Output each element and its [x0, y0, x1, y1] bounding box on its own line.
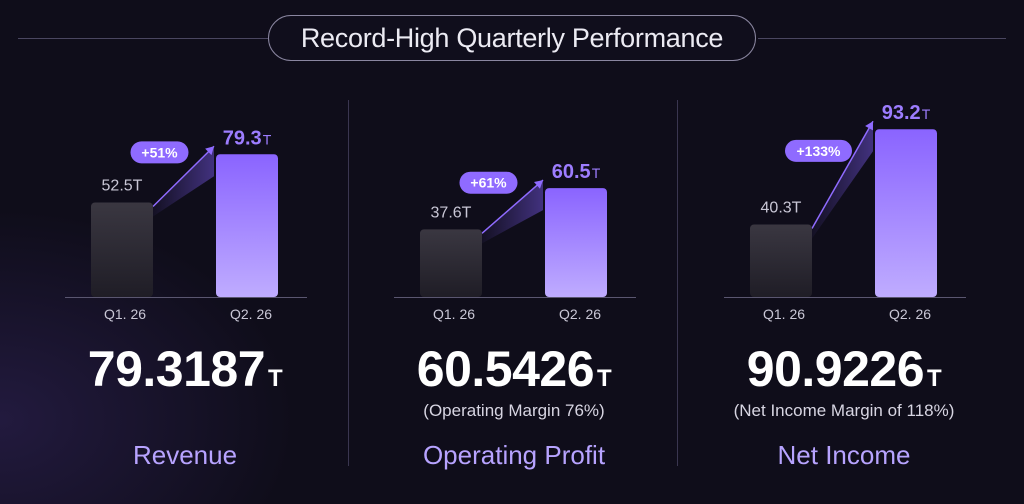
- net-income-label: Net Income: [777, 440, 911, 470]
- x-tick-q1: Q1. 26: [103, 306, 147, 322]
- operating-profit-total-unit: T: [597, 365, 612, 392]
- header-rule-right: [758, 38, 1006, 39]
- revenue-label: Revenue: [132, 440, 238, 470]
- bar-q1: [91, 202, 153, 297]
- net-income-total: 90.9226 T: [684, 340, 1004, 398]
- header-rule-left: [18, 38, 268, 39]
- x-tick-q2: Q2. 26: [888, 306, 932, 322]
- change-badge-label: +51%: [141, 144, 178, 160]
- x-tick-q2: Q2. 26: [229, 306, 273, 322]
- revenue-panel: 52.5T 79.3T +51% Q1. 26 Q2. 26 79.3187 T Re…: [25, 0, 345, 504]
- x-tick-q2: Q2. 26: [558, 306, 602, 322]
- net-income-chart: 40.3T 93.2T +133%: [724, 102, 966, 298]
- operating-profit-chart: 37.6T 60.5T +61%: [394, 161, 636, 298]
- growth-band: [153, 146, 214, 217]
- bar-q1: [420, 229, 482, 297]
- growth-arrow-head: [205, 146, 214, 156]
- operating-profit-label: Operating Profit: [422, 440, 606, 470]
- bar-q2: [216, 154, 278, 297]
- change-badge: [459, 171, 518, 194]
- operating-profit-panel: 37.6T 60.5T +61% Q1. 26 Q2. 26 60.5426 T (O…: [354, 0, 674, 504]
- change-badge: [130, 141, 189, 164]
- bar-q1: [750, 224, 812, 297]
- panel-divider-2: [677, 100, 678, 466]
- net-income-panel: 40.3T 93.2T +133% Q1. 26 Q2. 26 90.9226 T (…: [684, 0, 1004, 504]
- revenue-chart: 52.5T 79.3T +51%: [65, 127, 307, 298]
- value-label-q1: 37.6T: [431, 204, 472, 221]
- operating-profit-total-value: 60.5426: [416, 341, 595, 397]
- bar-q2: [875, 129, 937, 297]
- net-income-margin-note: (Net Income Margin of 118%): [733, 401, 955, 420]
- growth-arrow: [481, 179, 544, 234]
- growth-arrow: [811, 120, 874, 229]
- growth-arrow-head: [534, 180, 543, 189]
- page-title: Record-High Quarterly Performance: [268, 15, 756, 61]
- panel-divider-1: [348, 100, 349, 466]
- net-income-total-unit: T: [927, 365, 942, 392]
- value-label-q2: 60.5T: [552, 161, 601, 183]
- revenue-total-value: 79.3187: [87, 341, 266, 397]
- change-badge-label: +61%: [470, 175, 507, 191]
- x-tick-q1: Q1. 26: [432, 306, 476, 322]
- revenue-total-unit: T: [268, 365, 283, 392]
- operating-margin-note: (Operating Margin 76%): [423, 401, 605, 420]
- net-income-total-value: 90.9226: [746, 341, 925, 397]
- value-label-q1: 52.5T: [102, 178, 143, 195]
- growth-arrow: [152, 145, 215, 208]
- value-label-q1: 40.3T: [761, 199, 802, 216]
- growth-band: [482, 180, 543, 244]
- bar-q2: [545, 188, 607, 297]
- revenue-total: 79.3187 T: [25, 340, 345, 398]
- x-tick-q1: Q1. 26: [762, 306, 806, 322]
- change-badge-label: +133%: [797, 143, 842, 159]
- value-label-q2: 79.3T: [223, 127, 272, 149]
- change-badge: [785, 139, 852, 162]
- operating-profit-total: 60.5426 T: [354, 340, 674, 398]
- value-label-q2: 93.2T: [882, 102, 931, 124]
- growth-band: [812, 121, 873, 239]
- growth-arrow-head: [865, 121, 873, 131]
